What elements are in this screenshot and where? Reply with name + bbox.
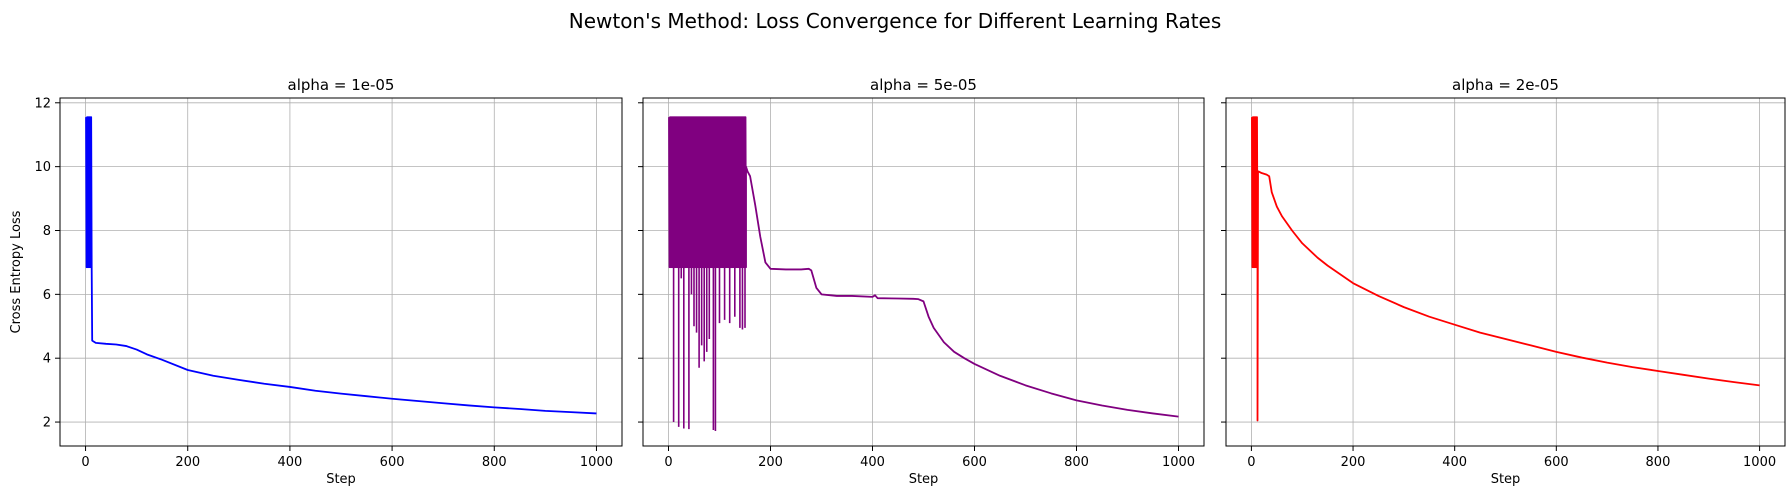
y-tick-label: 10 (34, 160, 51, 175)
plot-frame (642, 97, 1205, 447)
y-axis-label: Cross Entropy Loss (9, 210, 24, 333)
x-axis-label: Step (326, 472, 356, 487)
x-tick-label: 0 (1247, 455, 1255, 470)
plot-area (1251, 116, 1760, 422)
x-tick-label: 800 (1646, 455, 1671, 470)
series-line (1251, 116, 1760, 422)
series-line (668, 116, 1179, 418)
x-tick-label: 1000 (1743, 455, 1776, 470)
figure-title: Newton's Method: Loss Convergence for Di… (569, 9, 1222, 33)
x-tick-label: 800 (1064, 455, 1089, 470)
x-axis-label: Step (909, 472, 939, 487)
y-tick-label: 2 (43, 416, 51, 431)
x-axis-label: Step (1491, 472, 1521, 487)
x-tick-label: 0 (81, 455, 89, 470)
x-tick-label: 400 (277, 455, 302, 470)
chart-panel-1: 0 200 400 600 800 1000 2 4 6 8 10 12 alpha = 1e-05 St… (9, 76, 623, 487)
x-tick-label: 400 (860, 455, 885, 470)
plot-area (668, 116, 1179, 431)
panel-title: alpha = 5e-05 (870, 76, 977, 94)
x-tick-label: 200 (175, 455, 200, 470)
x-tick-label: 600 (1544, 455, 1569, 470)
plot-frame (1225, 97, 1786, 447)
series-line (85, 116, 597, 415)
x-tick-label: 200 (758, 455, 783, 470)
x-tick-label: 1000 (1162, 455, 1195, 470)
y-tick-label: 4 (43, 352, 51, 367)
y-tick-label: 6 (43, 288, 51, 303)
panel-title: alpha = 2e-05 (1452, 76, 1559, 94)
plot-area (85, 116, 597, 415)
x-tick-label: 600 (380, 455, 405, 470)
x-tick-label: 400 (1442, 455, 1467, 470)
y-tick-label: 8 (43, 224, 51, 239)
panel-title: alpha = 1e-05 (288, 76, 395, 94)
plot-frame (59, 97, 623, 447)
x-tick-label: 600 (962, 455, 987, 470)
chart-panel-3: 0 200 400 600 800 1000 alpha = 2e-05 Step (1221, 76, 1786, 487)
x-tick-label: 0 (664, 455, 672, 470)
chart-panel-2: 0 200 400 600 800 1000 alpha = 5e-05 Step (638, 76, 1205, 487)
x-tick-label: 800 (482, 455, 507, 470)
y-tick-label: 12 (34, 96, 51, 111)
x-tick-label: 200 (1341, 455, 1366, 470)
x-tick-label: 1000 (580, 455, 613, 470)
